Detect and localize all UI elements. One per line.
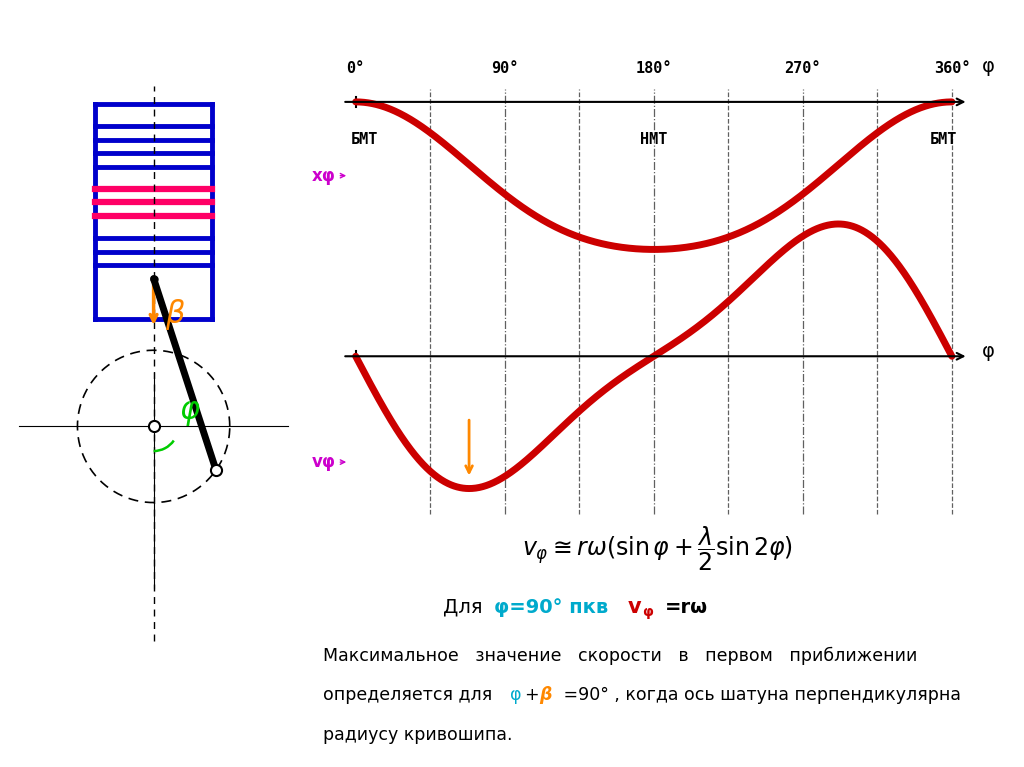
Text: 90°: 90° — [492, 61, 518, 77]
Text: Для: Для — [443, 597, 489, 617]
Text: φ: φ — [982, 58, 994, 77]
Text: 360°: 360° — [934, 61, 970, 77]
Text: радиусу кривошипа.: радиусу кривошипа. — [323, 726, 512, 743]
Text: БМТ: БМТ — [930, 133, 956, 147]
Text: Максимальное   значение   скорости   в   первом   приближении: Максимальное значение скорости в первом … — [323, 647, 916, 665]
Text: β: β — [540, 686, 552, 704]
Text: $\varphi$: $\varphi$ — [179, 400, 201, 428]
Text: определяется для: определяется для — [323, 686, 498, 704]
Text: φ: φ — [510, 686, 522, 704]
Text: φ=90° пкв: φ=90° пкв — [494, 597, 614, 617]
Text: v: v — [628, 597, 641, 617]
Text: φ: φ — [642, 605, 653, 620]
Text: =90° , когда ось шатуна перпендикулярна: =90° , когда ось шатуна перпендикулярна — [558, 686, 961, 704]
Text: =rω: =rω — [665, 597, 708, 617]
Text: $v_\varphi \cong r\omega(\sin\varphi + \dfrac{\lambda}{2}\sin 2\varphi)$: $v_\varphi \cong r\omega(\sin\varphi + \… — [522, 525, 794, 573]
Text: 180°: 180° — [636, 61, 672, 77]
Text: $\beta$: $\beta$ — [165, 298, 185, 332]
Text: БМТ: БМТ — [350, 133, 378, 147]
Text: φ: φ — [982, 341, 994, 360]
Text: +: + — [524, 686, 539, 704]
Text: 0°: 0° — [346, 61, 365, 77]
Text: xφ: xφ — [312, 166, 336, 185]
Text: НМТ: НМТ — [640, 133, 668, 147]
Text: 270°: 270° — [784, 61, 821, 77]
Text: vφ: vφ — [312, 453, 336, 471]
